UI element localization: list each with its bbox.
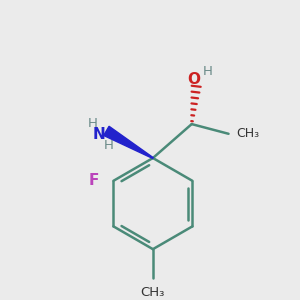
Text: F: F [89,173,99,188]
Text: H: H [103,139,113,152]
Text: CH₃: CH₃ [141,286,165,299]
Polygon shape [104,126,153,158]
Text: CH₃: CH₃ [236,127,260,140]
Text: N: N [92,127,105,142]
Text: H: H [202,65,212,78]
Text: O: O [187,72,200,87]
Text: H: H [88,117,98,130]
